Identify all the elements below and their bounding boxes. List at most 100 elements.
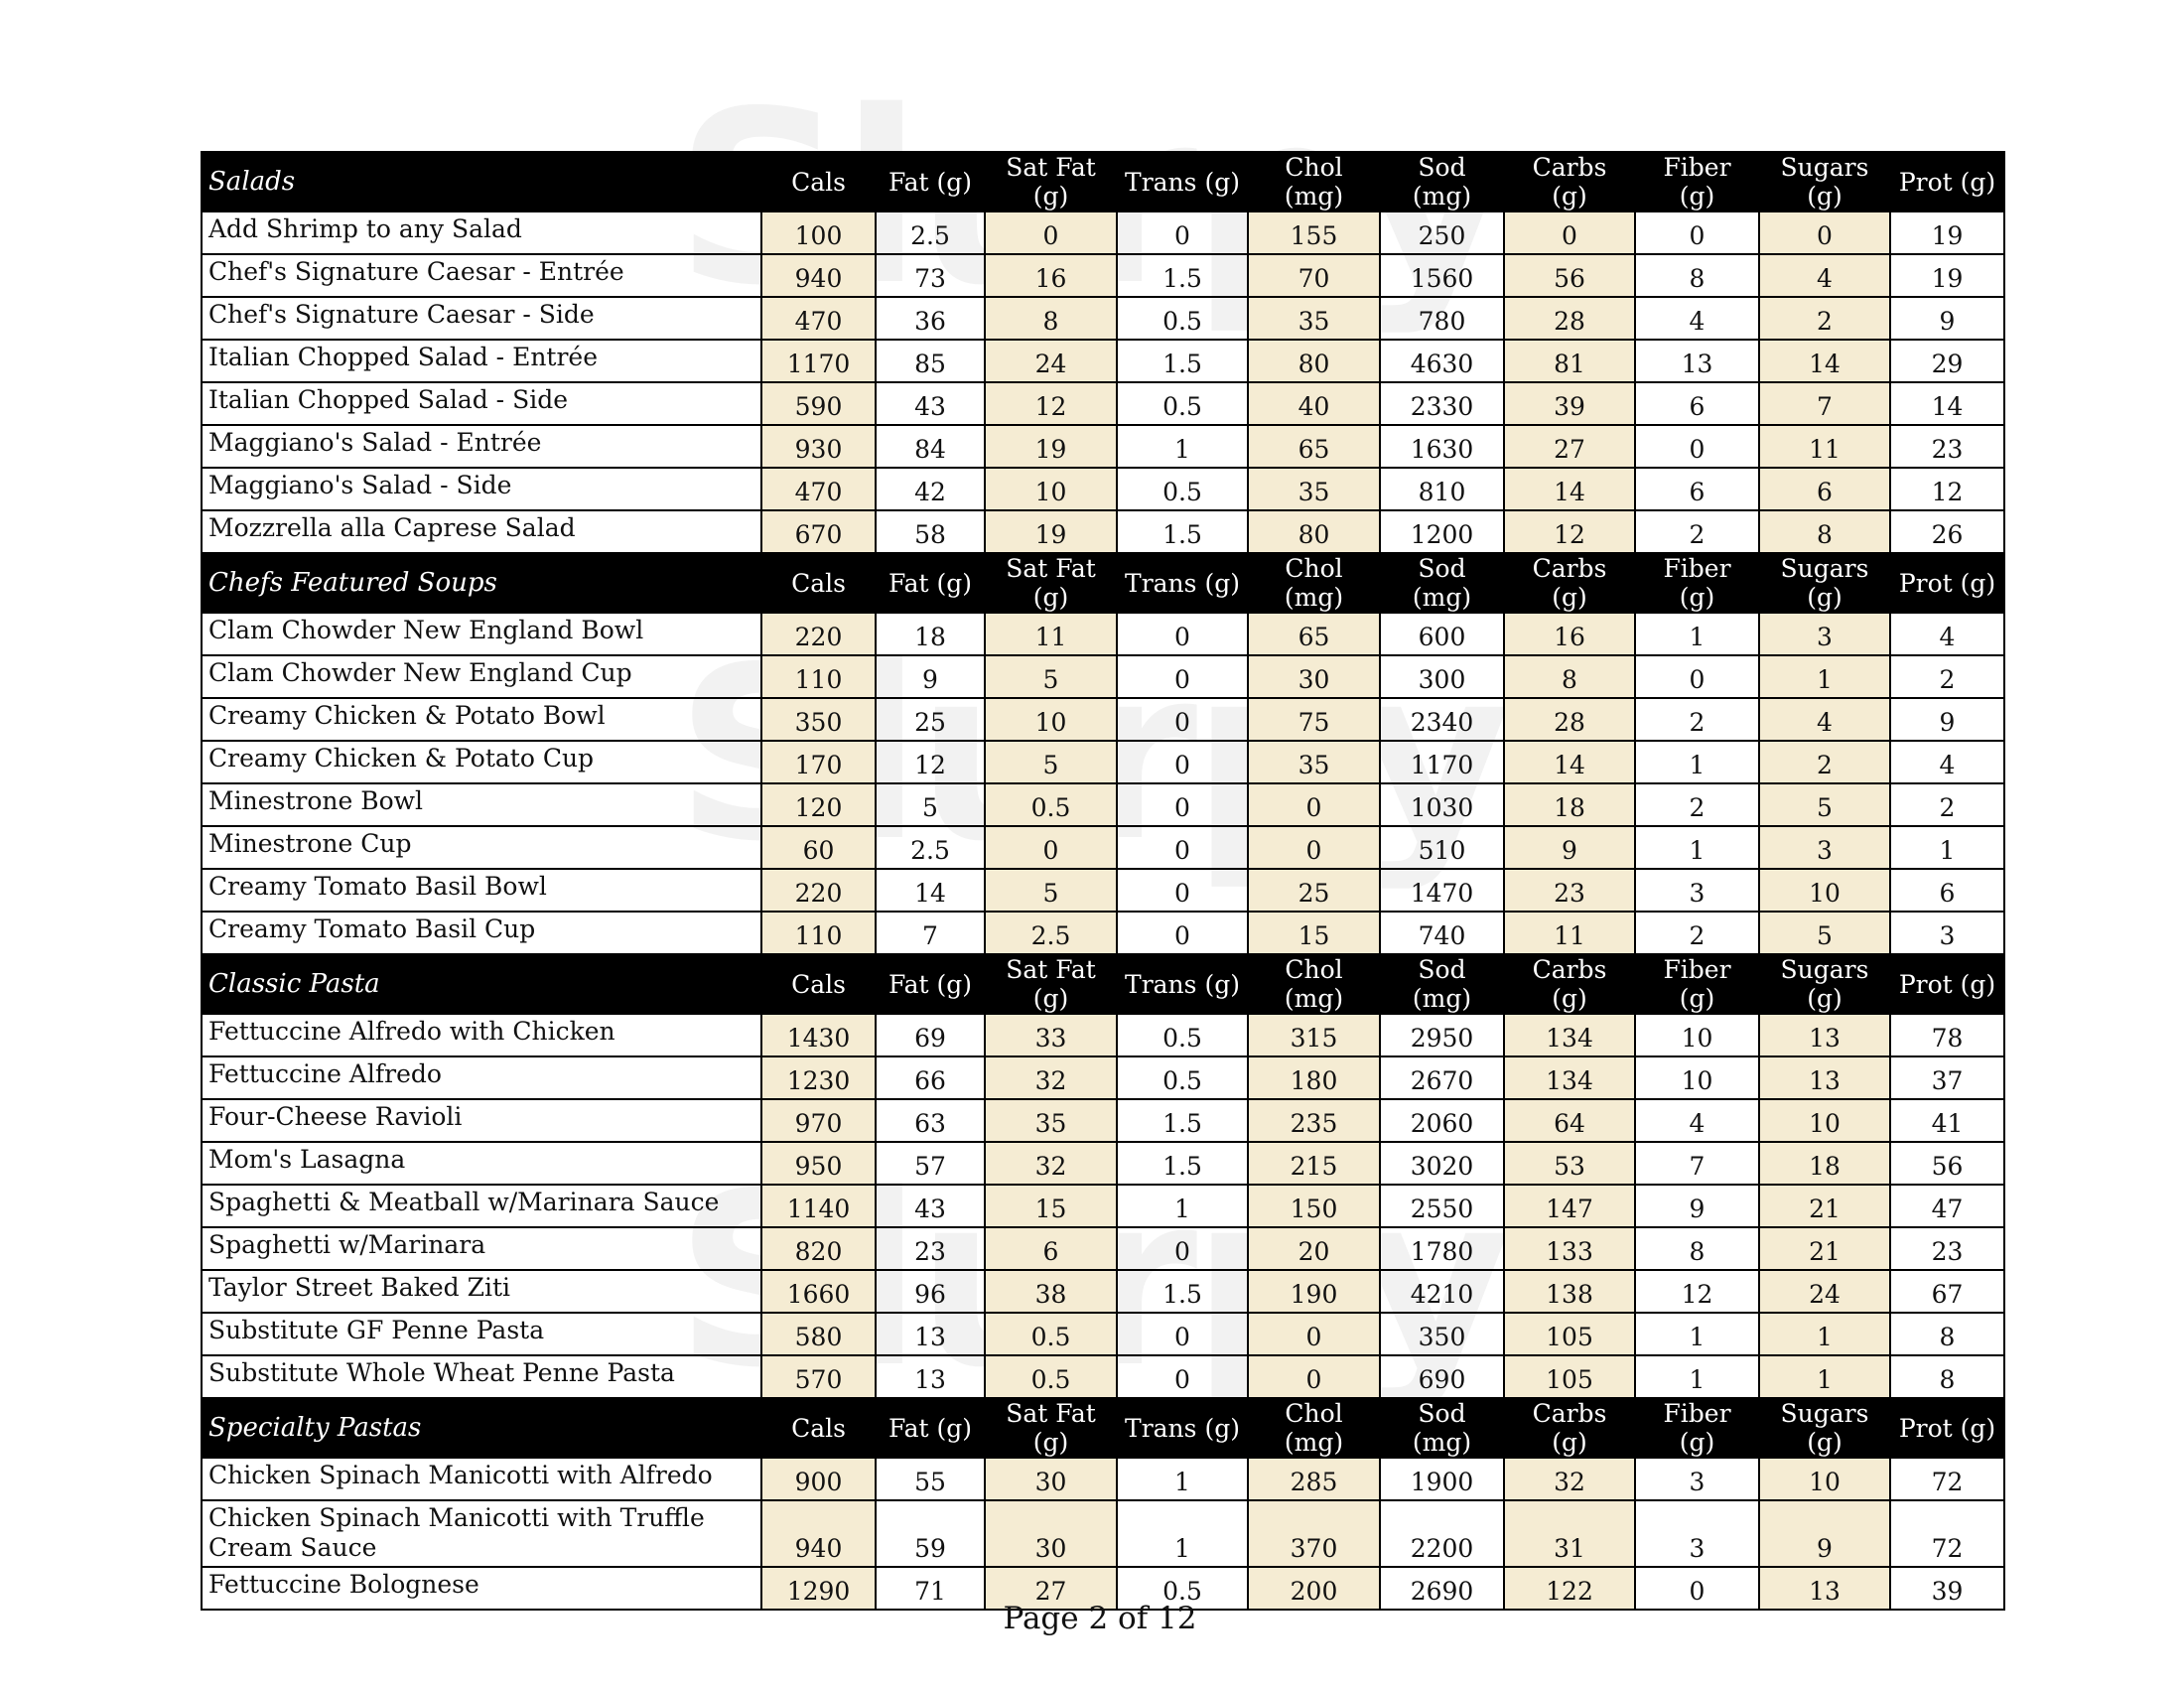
nutrition-value: 3 <box>1889 911 2005 955</box>
nutrition-value: 1030 <box>1379 782 1505 827</box>
section-title: Classic Pasta <box>201 953 762 1015</box>
nutrition-value: 23 <box>1889 424 2005 469</box>
table-row: Chicken Spinach Manicotti with Truffle C… <box>201 1499 2005 1568</box>
nutrition-value: 2060 <box>1379 1098 1505 1143</box>
nutrition-value: 1.5 <box>1116 253 1249 298</box>
nutrition-value: 60 <box>760 825 877 870</box>
nutrition-value: 970 <box>760 1098 877 1143</box>
nutrition-value: 58 <box>875 509 986 554</box>
nutrition-value: 23 <box>875 1226 986 1271</box>
item-name: Italian Chopped Salad - Entrée <box>201 339 762 383</box>
nutrition-value: 18 <box>1758 1141 1891 1186</box>
nutrition-value: 1 <box>1634 1354 1760 1399</box>
item-name: Creamy Tomato Basil Cup <box>201 911 762 955</box>
nutrition-value: 32 <box>984 1141 1118 1186</box>
nutrition-value: 147 <box>1503 1184 1636 1228</box>
column-header: Cals <box>760 151 877 212</box>
column-header: Prot (g) <box>1889 552 2005 614</box>
nutrition-value: 19 <box>984 509 1118 554</box>
column-header: Prot (g) <box>1889 1397 2005 1459</box>
nutrition-value: 1780 <box>1379 1226 1505 1271</box>
nutrition-value: 740 <box>1379 911 1505 955</box>
column-header: Trans (g) <box>1116 1397 1249 1459</box>
nutrition-value: 0 <box>1634 211 1760 255</box>
nutrition-value: 2 <box>1889 782 2005 827</box>
nutrition-value: 0 <box>984 211 1118 255</box>
item-name: Fettuccine Bolognese <box>201 1566 762 1611</box>
nutrition-value: 56 <box>1889 1141 2005 1186</box>
nutrition-value: 35 <box>1247 467 1381 511</box>
nutrition-value: 1 <box>1634 825 1760 870</box>
item-name: Minestrone Bowl <box>201 782 762 827</box>
nutrition-value: 7 <box>1634 1141 1760 1186</box>
nutrition-value: 4 <box>1889 740 2005 784</box>
nutrition-value: 0.5 <box>1116 1566 1249 1611</box>
nutrition-value: 35 <box>1247 296 1381 341</box>
nutrition-value: 1.5 <box>1116 1269 1249 1314</box>
nutrition-value: 26 <box>1889 509 2005 554</box>
column-header: Chol (mg) <box>1247 151 1381 212</box>
column-header: Trans (g) <box>1116 151 1249 212</box>
nutrition-value: 10 <box>1634 1013 1760 1057</box>
nutrition-value: 110 <box>760 654 877 699</box>
item-name: Fettuccine Alfredo <box>201 1055 762 1100</box>
nutrition-value: 39 <box>1503 381 1636 426</box>
nutrition-value: 2200 <box>1379 1499 1505 1568</box>
nutrition-value: 4 <box>1634 1098 1760 1143</box>
nutrition-value: 940 <box>760 1499 877 1568</box>
nutrition-value: 1290 <box>760 1566 877 1611</box>
nutrition-value: 2.5 <box>984 911 1118 955</box>
column-header: Trans (g) <box>1116 953 1249 1015</box>
nutrition-value: 6 <box>1758 467 1891 511</box>
nutrition-value: 67 <box>1889 1269 2005 1314</box>
nutrition-value: 2 <box>1634 911 1760 955</box>
nutrition-value: 0 <box>1634 1566 1760 1611</box>
table-row: Creamy Tomato Basil Cup 110 7 2.5 0 15 740 11 2 5… <box>201 911 2005 955</box>
nutrition-value: 23 <box>1503 868 1636 913</box>
column-header: Sat Fat (g) <box>984 1397 1118 1459</box>
item-name: Creamy Chicken & Potato Bowl <box>201 697 762 742</box>
nutrition-value: 2690 <box>1379 1566 1505 1611</box>
nutrition-value: 0 <box>1116 1226 1249 1271</box>
nutrition-value: 85 <box>875 339 986 383</box>
nutrition-value: 10 <box>984 467 1118 511</box>
nutrition-value: 0.5 <box>984 1312 1118 1356</box>
nutrition-value: 1430 <box>760 1013 877 1057</box>
nutrition-value: 13 <box>1758 1013 1891 1057</box>
nutrition-value: 1560 <box>1379 253 1505 298</box>
column-header: Fat (g) <box>875 552 986 614</box>
nutrition-value: 8 <box>1634 253 1760 298</box>
nutrition-value: 23 <box>1889 1226 2005 1271</box>
nutrition-value: 180 <box>1247 1055 1381 1100</box>
nutrition-value: 100 <box>760 211 877 255</box>
nutrition-value: 10 <box>984 697 1118 742</box>
nutrition-value: 12 <box>984 381 1118 426</box>
nutrition-value: 32 <box>984 1055 1118 1100</box>
nutrition-value: 1 <box>1116 1457 1249 1501</box>
nutrition-value: 2 <box>1634 509 1760 554</box>
table-row: Chef's Signature Caesar - Entrée 940 73 16 1… <box>201 253 2005 298</box>
item-name: Substitute GF Penne Pasta <box>201 1312 762 1356</box>
item-name: Fettuccine Alfredo with Chicken <box>201 1013 762 1057</box>
nutrition-value: 32 <box>1503 1457 1636 1501</box>
nutrition-value: 4 <box>1634 296 1760 341</box>
nutrition-value: 18 <box>875 612 986 656</box>
item-name: Creamy Chicken & Potato Cup <box>201 740 762 784</box>
item-name: Substitute Whole Wheat Penne Pasta <box>201 1354 762 1399</box>
nutrition-value: 1 <box>1634 740 1760 784</box>
item-name: Mozzrella alla Caprese Salad <box>201 509 762 554</box>
table-row: Clam Chowder New England Cup 110 9 5 0 30 300 8… <box>201 654 2005 699</box>
nutrition-value: 56 <box>1503 253 1636 298</box>
table-row: Substitute GF Penne Pasta 580 13 0.5 0 0 350 10… <box>201 1312 2005 1356</box>
nutrition-value: 300 <box>1379 654 1505 699</box>
nutrition-value: 10 <box>1758 1098 1891 1143</box>
nutrition-value: 15 <box>1247 911 1381 955</box>
item-name: Add Shrimp to any Salad <box>201 211 762 255</box>
column-header: Sod (mg) <box>1379 151 1505 212</box>
nutrition-value: 35 <box>1247 740 1381 784</box>
nutrition-value: 810 <box>1379 467 1505 511</box>
nutrition-value: 0 <box>1247 1312 1381 1356</box>
nutrition-value: 8 <box>1503 654 1636 699</box>
nutrition-value: 0.5 <box>984 1354 1118 1399</box>
nutrition-value: 250 <box>1379 211 1505 255</box>
